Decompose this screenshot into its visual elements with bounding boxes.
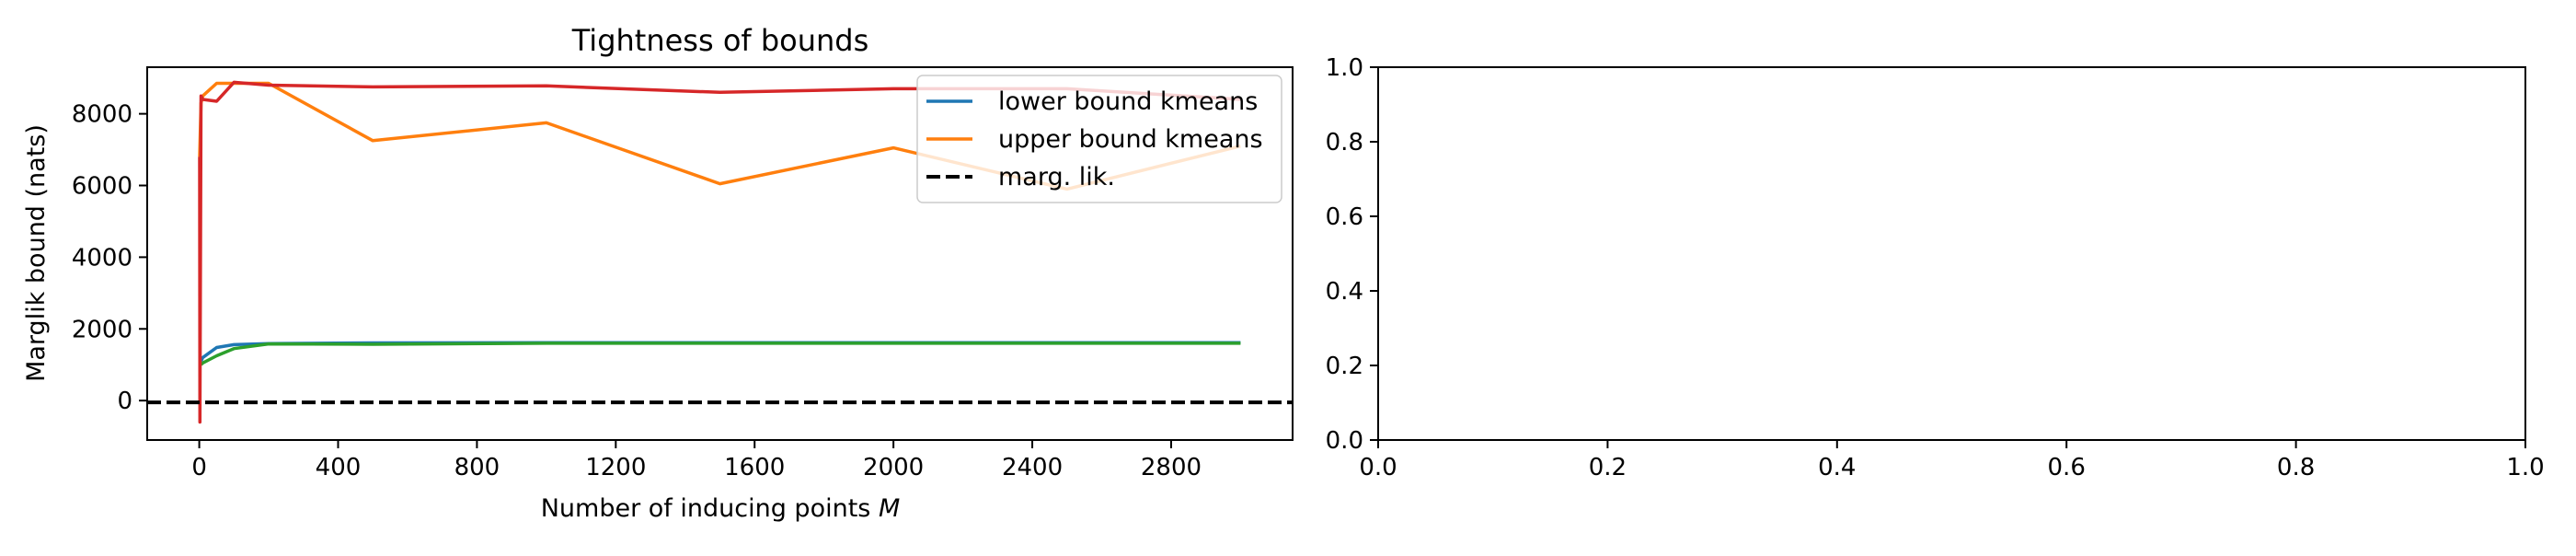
chart-title: Tightness of bounds <box>571 23 869 58</box>
x-tick-label: 800 <box>454 454 500 481</box>
chart-empty-axes: 0.0 0.2 0.4 0.6 0.8 1.0 0.0 0.2 0.4 0.6 0.8 1.0 <box>1326 54 2545 481</box>
series-upper-bound-2 <box>198 80 1241 424</box>
x-tick-label: 0 <box>191 454 207 481</box>
legend: lower bound kmeans upper bound kmeans ma… <box>916 75 1282 203</box>
c2-y-tick-label: 0.8 <box>1326 129 1363 156</box>
y-tick-label: 4000 <box>72 244 132 272</box>
plot-frame <box>146 66 1294 441</box>
c2-x-tick-label: 0.4 <box>1818 454 1856 481</box>
c2-x-tick-label: 0.0 <box>1359 454 1397 481</box>
chart-tightness-of-bounds: Tightness of bounds 0 400 800 1200 1600 2000 2… <box>22 23 1294 523</box>
y-axis-label: Marglik bound (nats) <box>22 124 51 382</box>
y-tick-label: 6000 <box>72 173 132 201</box>
x-tick-label: 2400 <box>1002 454 1063 481</box>
y-axis-ticks-2: 0.0 0.2 0.4 0.6 0.8 1.0 <box>1326 54 1378 455</box>
x-axis-ticks-2: 0.0 0.2 0.4 0.6 0.8 1.0 <box>1359 440 2545 481</box>
c2-y-tick-label: 0.0 <box>1326 427 1363 455</box>
c2-x-tick-label: 0.2 <box>1589 454 1627 481</box>
legend-label-lower-bound: lower bound kmeans <box>998 87 1258 116</box>
x-tick-label: 2800 <box>1141 454 1202 481</box>
x-axis-ticks: 0 400 800 1200 1600 2000 2400 2800 <box>191 440 1202 481</box>
c2-y-tick-label: 1.0 <box>1326 54 1363 82</box>
y-tick-label: 2000 <box>72 316 132 343</box>
y-tick-label: 8000 <box>72 101 132 129</box>
legend-label-upper-bound: upper bound kmeans <box>998 125 1263 154</box>
c2-y-tick-label: 0.4 <box>1326 278 1363 306</box>
x-tick-label: 2000 <box>863 454 924 481</box>
plot-frame-2 <box>1377 66 2526 441</box>
x-tick-label: 1600 <box>724 454 785 481</box>
y-tick-label: 0 <box>117 388 132 415</box>
x-axis-label: Number of inducing points M <box>541 494 901 523</box>
c2-y-tick-label: 0.6 <box>1326 203 1363 231</box>
y-axis-ticks: 0 2000 4000 6000 8000 <box>72 101 147 415</box>
legend-label-marg-lik: marg. lik. <box>998 163 1115 191</box>
c2-x-tick-label: 0.6 <box>2048 454 2086 481</box>
series-lower-bound-2 <box>200 342 1241 366</box>
x-tick-label: 400 <box>316 454 362 481</box>
c2-x-tick-label: 0.8 <box>2277 454 2315 481</box>
c2-y-tick-label: 0.2 <box>1326 353 1363 380</box>
legend-box <box>916 75 1282 203</box>
c2-x-tick-label: 1.0 <box>2506 454 2544 481</box>
x-tick-label: 1200 <box>585 454 646 481</box>
